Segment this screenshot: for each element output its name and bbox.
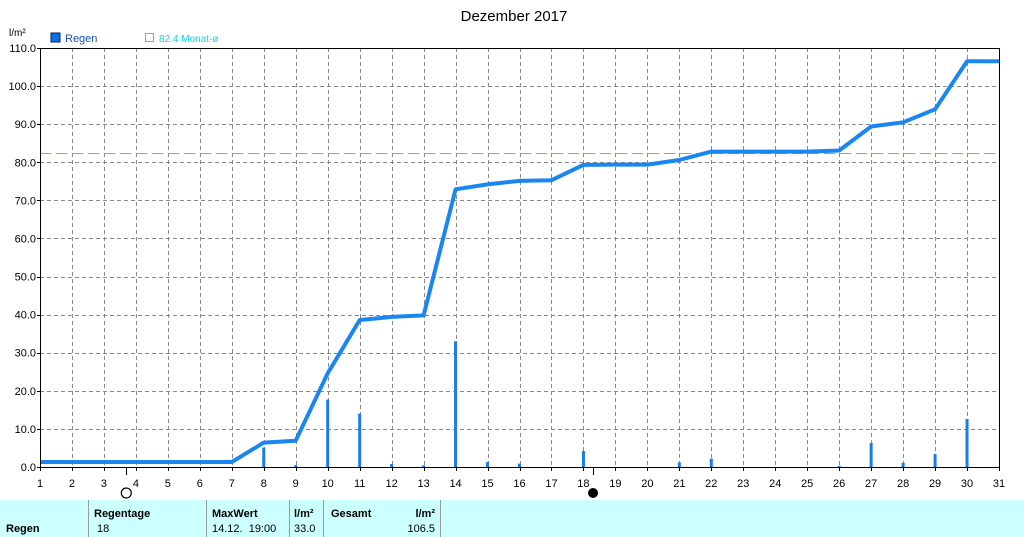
rain-days-label: Regentage [94, 508, 151, 520]
x-tick-label: 2 [69, 478, 75, 490]
daily-rain-bar [390, 463, 394, 467]
total-unit: l/m² [415, 508, 435, 520]
y-tick-label: 70.0 [15, 195, 36, 207]
x-tick-label: 3 [101, 478, 107, 490]
cumulative-rain-line [40, 59, 999, 464]
x-tick-label: 24 [769, 478, 781, 490]
x-tick-label: 27 [865, 478, 877, 490]
x-tick-label: 4 [133, 478, 139, 490]
daily-rain-bar [518, 463, 521, 467]
x-tick-label: 30 [961, 478, 973, 490]
legend-rain-label: Regen [65, 33, 97, 45]
x-tick-label: 31 [993, 478, 1005, 490]
daily-rain-bar [358, 413, 362, 467]
y-tick-label: 50.0 [15, 272, 36, 284]
moon-phases [120, 467, 599, 499]
x-tick-label: 23 [737, 478, 749, 490]
legend-average-label: 82.4 Monat-ø [159, 34, 218, 45]
x-tick-label: 15 [481, 478, 493, 490]
max-value-label: MaxWert [212, 508, 258, 520]
x-tick-label: 12 [386, 478, 398, 490]
new-moon-icon [588, 488, 599, 498]
x-tick-label: 6 [197, 478, 203, 490]
footer-row-label: Regen [6, 523, 40, 535]
x-tick-label: 8 [261, 478, 267, 490]
x-tick-label: 7 [229, 478, 235, 490]
daily-rain-bar [262, 447, 266, 467]
y-tick-label: 30.0 [15, 348, 36, 360]
total-label: Gesamt [331, 508, 372, 520]
y-tick-label: 80.0 [15, 157, 36, 169]
x-tick-label: 13 [417, 478, 429, 490]
daily-rain-bar [326, 399, 330, 467]
rain-chart: Dezember 2017 l/m² Regen 82.4 Monat-ø 0.… [8, 8, 1005, 499]
max-value-amount: 33.0 [294, 523, 316, 535]
daily-rain-bar [901, 462, 905, 467]
y-tick-label: 40.0 [15, 310, 36, 322]
max-value-unit: l/m² [294, 508, 314, 520]
daily-rain-bar [933, 454, 937, 467]
daily-rain-bar [709, 458, 713, 467]
x-tick-label: 16 [513, 478, 525, 490]
x-tick-label: 10 [322, 478, 334, 490]
summary-footer: Regen Regentage 18 MaxWert 14.12. 19:00 … [0, 500, 1024, 537]
x-tick-label: 5 [165, 478, 171, 490]
daily-rain-bar [965, 419, 969, 467]
x-tick-label: 28 [897, 478, 909, 490]
y-tick-label: 10.0 [15, 424, 36, 436]
footer-divider [289, 500, 290, 537]
x-tick-label: 18 [577, 478, 589, 490]
x-tick-label: 20 [641, 478, 653, 490]
daily-rain-bar [294, 465, 298, 467]
x-tick-label: 25 [801, 478, 813, 490]
y-tick-label: 100.0 [8, 81, 36, 93]
y-tick-label: 0.0 [21, 462, 36, 474]
daily-rain-bar [677, 462, 681, 467]
footer-divider [88, 500, 89, 537]
x-tick-label: 22 [705, 478, 717, 490]
legend-rain-swatch [50, 32, 61, 43]
cumulative-rain-series [40, 59, 999, 464]
y-tick-label: 110.0 [9, 43, 36, 55]
daily-rain-bar [869, 443, 873, 467]
daily-rain-bar [837, 465, 841, 467]
total-value: 106.5 [407, 523, 435, 535]
x-tick-label: 26 [833, 478, 845, 490]
x-tick-label: 17 [545, 478, 557, 490]
y-axis-ticks: 0.0 10.0 20.0 30.0 40.0 50.0 60.0 70.0 80.0 90.0 1… [8, 43, 40, 474]
full-moon-icon [120, 487, 132, 499]
y-tick-label: 90.0 [15, 119, 36, 131]
y-tick-label: 20.0 [15, 386, 36, 398]
x-tick-label: 11 [354, 478, 365, 490]
footer-divider [206, 500, 207, 537]
plot-border [40, 48, 1000, 468]
y-axis-unit: l/m² [9, 28, 26, 39]
x-tick-label: 21 [673, 478, 685, 490]
plot-frame [40, 48, 1000, 468]
x-tick-label: 14 [449, 478, 461, 490]
chart-title: Dezember 2017 [461, 8, 568, 25]
legend: Regen 82.4 Monat-ø [50, 32, 218, 45]
daily-rain-bar [422, 465, 426, 467]
footer-divider [440, 500, 441, 537]
x-axis-ticks: 1 2 3 4 5 6 7 8 9 10 11 12 13 14 15 16 17 18 19 20 21 22 23 24 2… [37, 467, 1005, 490]
y-tick-label: 60.0 [15, 233, 36, 245]
daily-rain-bar [486, 462, 490, 467]
x-tick-label: 1 [37, 478, 43, 490]
x-tick-label: 29 [929, 478, 941, 490]
footer-divider [323, 500, 324, 537]
daily-rain-bars [262, 341, 969, 467]
legend-average-swatch [145, 33, 154, 42]
daily-rain-bar [454, 341, 458, 467]
daily-rain-bar [581, 451, 585, 467]
x-tick-label: 9 [293, 478, 299, 490]
grid [40, 48, 999, 467]
max-value-datetime: 14.12. 19:00 [212, 523, 277, 535]
x-tick-label: 19 [609, 478, 621, 490]
rain-days-value: 18 [97, 523, 110, 535]
